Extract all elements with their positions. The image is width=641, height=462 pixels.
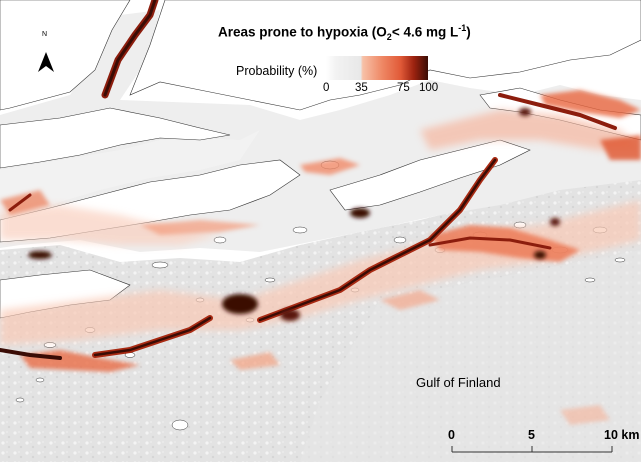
legend-title: Probability (%) [236,64,318,78]
scale-bar [451,446,613,453]
land-east-islands [329,139,531,211]
legend-color-ramp [326,56,428,80]
sea-lighter-band [300,250,641,462]
map-title: Areas prone to hypoxia (O2< 4.6 mg L-1) [218,23,471,43]
land-peninsula-west [0,107,231,169]
legend-tick-0: 0 [323,82,330,94]
legend-tick-75: 75 [397,82,410,94]
legend-tick-35: 35 [355,82,368,94]
land-northwest [0,0,131,111]
place-label-gulf-of-finland: Gulf of Finland [416,375,501,390]
archipelago-waters-west [0,130,260,215]
north-label: N [42,31,48,38]
scale-label-0: 0 [448,428,455,442]
legend-tick-100: 100 [419,82,439,94]
north-arrow-icon [38,52,54,72]
scale-label-10km: 10 km [604,428,640,442]
scale-label-5: 5 [528,428,535,442]
hypoxia-probability-overlay [0,0,641,425]
land-north [129,0,641,111]
